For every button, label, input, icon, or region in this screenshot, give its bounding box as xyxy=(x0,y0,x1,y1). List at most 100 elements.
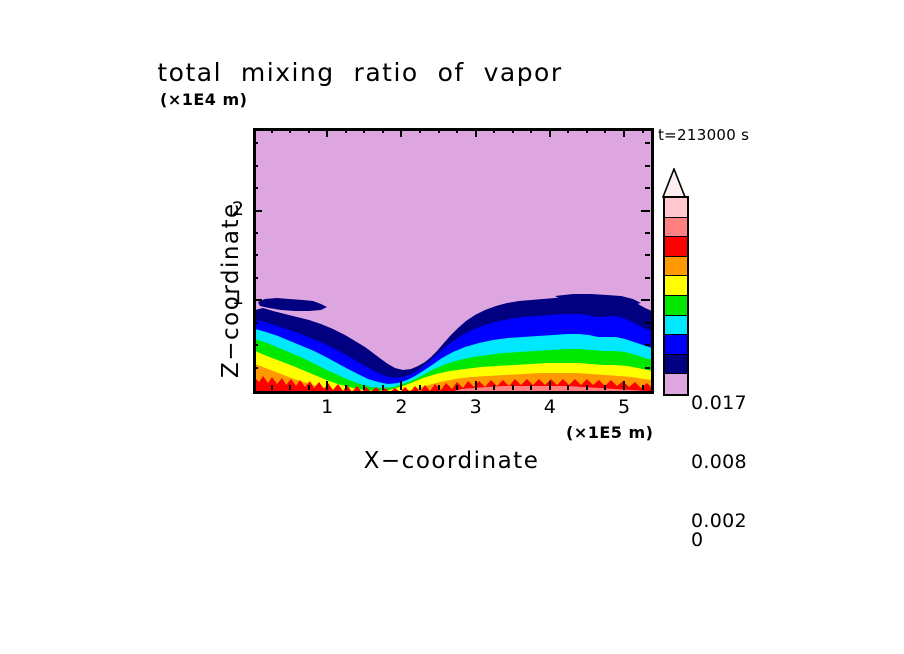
x-axis-title: X−coordinate xyxy=(363,448,540,474)
contour-bands xyxy=(255,130,652,392)
x-minor-tick-mark xyxy=(604,128,607,133)
y-minor-tick-mark xyxy=(645,142,650,145)
y-minor-tick-mark xyxy=(253,164,258,167)
x-minor-tick-mark xyxy=(381,385,384,390)
colorbar-bands xyxy=(663,196,689,396)
colorbar-band xyxy=(665,315,687,336)
x-tick-label: 3 xyxy=(469,396,482,418)
contour-field xyxy=(255,130,652,392)
colorbar-band xyxy=(665,295,687,316)
colorbar: 0.017 0.008 0.002 0 xyxy=(661,166,747,551)
x-minor-tick-mark xyxy=(493,385,496,390)
x-minor-tick-mark xyxy=(511,385,514,390)
y-minor-tick-mark xyxy=(253,254,258,257)
contour-plot-area xyxy=(253,128,654,394)
x-minor-tick-mark xyxy=(270,385,273,390)
x-minor-tick-mark xyxy=(641,385,644,390)
x-tick-mark xyxy=(400,381,403,390)
x-minor-tick-mark xyxy=(641,128,644,133)
x-minor-tick-mark xyxy=(270,128,273,133)
x-minor-tick-mark xyxy=(604,385,607,390)
x-tick-mark xyxy=(474,128,477,137)
y-minor-tick-mark xyxy=(253,366,258,369)
x-axis-unit-label: (×1E5 m) xyxy=(566,423,654,442)
x-tick-mark xyxy=(548,381,551,390)
x-tick-label: 4 xyxy=(543,396,556,418)
y-tick-mark xyxy=(641,209,650,212)
colorbar-band xyxy=(665,237,687,257)
contour-band-tongue-left xyxy=(258,298,327,311)
y-minor-tick-mark xyxy=(253,344,258,347)
y-tick-mark xyxy=(253,299,262,302)
y-axis-unit-label: (×1E4 m) xyxy=(160,90,248,109)
colorbar-band xyxy=(665,374,687,394)
y-minor-tick-mark xyxy=(645,231,650,234)
x-minor-tick-mark xyxy=(530,385,533,390)
x-tick-mark xyxy=(623,128,626,137)
colorbar-band xyxy=(665,354,687,375)
colorbar-band xyxy=(665,256,687,277)
x-minor-tick-mark xyxy=(511,128,514,133)
y-minor-tick-mark xyxy=(645,321,650,324)
colorbar-band xyxy=(665,217,687,238)
page-title: total mixing ratio of vapor xyxy=(157,58,563,87)
y-minor-tick-mark xyxy=(645,366,650,369)
y-minor-tick-mark xyxy=(645,187,650,190)
y-minor-tick-mark xyxy=(253,321,258,324)
x-minor-tick-mark xyxy=(418,385,421,390)
y-minor-tick-mark xyxy=(253,187,258,190)
colorbar-band xyxy=(665,335,687,355)
x-tick-mark xyxy=(326,381,329,390)
x-minor-tick-mark xyxy=(567,385,570,390)
x-minor-tick-mark xyxy=(344,385,347,390)
x-minor-tick-mark xyxy=(437,128,440,133)
colorbar-band xyxy=(665,276,687,296)
y-tick-mark xyxy=(253,209,262,212)
y-minor-tick-mark xyxy=(645,276,650,279)
x-tick-label: 1 xyxy=(321,396,334,418)
x-tick-mark xyxy=(474,381,477,390)
colorbar-band xyxy=(665,198,687,218)
y-minor-tick-mark xyxy=(645,254,650,257)
x-tick-mark xyxy=(548,128,551,137)
x-minor-tick-mark xyxy=(307,385,310,390)
x-minor-tick-mark xyxy=(456,385,459,390)
y-minor-tick-mark xyxy=(253,142,258,145)
x-tick-label: 2 xyxy=(395,396,408,418)
colorbar-tick-label: 0 xyxy=(691,529,704,552)
x-minor-tick-mark xyxy=(456,128,459,133)
x-tick-mark xyxy=(623,381,626,390)
y-minor-tick-mark xyxy=(253,231,258,234)
y-axis-title: Z−coordinate xyxy=(218,202,244,378)
x-minor-tick-mark xyxy=(363,128,366,133)
x-minor-tick-mark xyxy=(585,128,588,133)
x-minor-tick-mark xyxy=(381,128,384,133)
x-minor-tick-mark xyxy=(363,385,366,390)
colorbar-tick-label: 0.017 xyxy=(691,392,747,415)
contour-band-level-0020 xyxy=(451,386,652,392)
x-minor-tick-mark xyxy=(493,128,496,133)
time-annotation: t=213000 s xyxy=(658,126,750,144)
x-minor-tick-mark xyxy=(344,128,347,133)
x-minor-tick-mark xyxy=(437,385,440,390)
x-minor-tick-mark xyxy=(585,385,588,390)
y-tick-mark xyxy=(641,299,650,302)
x-minor-tick-mark xyxy=(418,128,421,133)
x-minor-tick-mark xyxy=(567,128,570,133)
y-tick-label: 1 xyxy=(231,287,244,310)
colorbar-tick-label: 0.008 xyxy=(691,451,747,473)
x-tick-mark xyxy=(326,128,329,137)
x-tick-mark xyxy=(400,128,403,137)
x-minor-tick-mark xyxy=(307,128,310,133)
x-minor-tick-mark xyxy=(289,128,292,133)
x-minor-tick-mark xyxy=(530,128,533,133)
y-minor-tick-mark xyxy=(645,344,650,347)
colorbar-arrow-icon xyxy=(661,166,687,198)
y-tick-label: 2 xyxy=(231,197,244,220)
colorbar-tick-label: 0.002 xyxy=(691,509,747,532)
x-tick-label: 5 xyxy=(617,396,631,418)
y-minor-tick-mark xyxy=(253,276,258,279)
y-minor-tick-mark xyxy=(645,164,650,167)
x-minor-tick-mark xyxy=(289,385,292,390)
